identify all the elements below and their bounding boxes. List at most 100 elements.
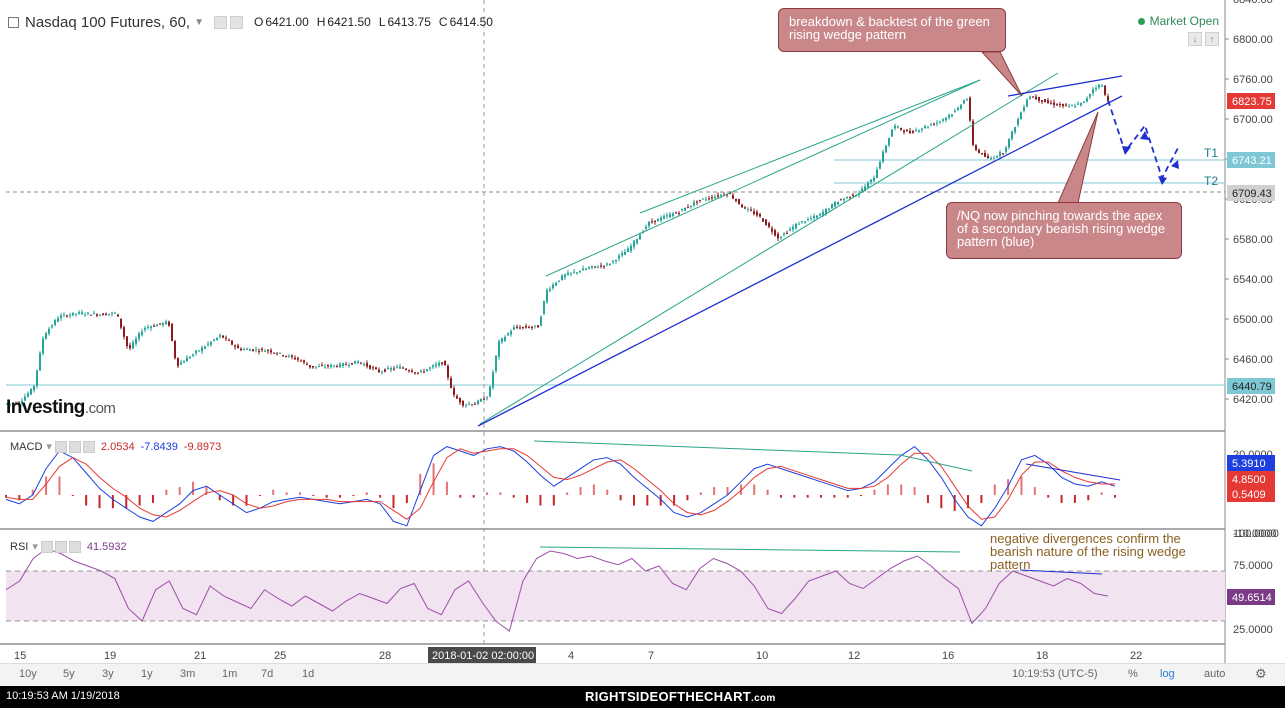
rsi-chevron-icon[interactable]: ▾ <box>32 541 38 553</box>
range-10y[interactable]: 10y <box>19 668 37 680</box>
macd-chevron-icon[interactable]: ▾ <box>46 441 52 453</box>
candle-body <box>609 263 611 265</box>
candle-body <box>909 130 911 133</box>
macd-histogram-bar <box>1087 495 1090 501</box>
candle-body <box>936 122 938 124</box>
range-7d[interactable]: 7d <box>261 668 274 680</box>
macd-histogram-bar <box>245 495 248 506</box>
macd-histogram-bar <box>138 495 141 506</box>
arrow-down-icon[interactable]: ↓ <box>1188 32 1202 46</box>
market-status-label: Market Open <box>1149 14 1219 28</box>
candle-body <box>84 314 86 316</box>
macd-histogram-bar <box>31 489 34 495</box>
candle-body <box>423 371 425 373</box>
candle-body <box>450 378 452 388</box>
range-3m[interactable]: 3m <box>180 668 196 680</box>
candle-body <box>123 327 125 337</box>
gear-icon[interactable]: ⚙ <box>1255 666 1267 681</box>
candle-body <box>1083 101 1085 103</box>
macd-histogram-bar <box>472 495 475 498</box>
candle-body <box>162 322 164 325</box>
hide-icon[interactable] <box>230 15 244 29</box>
candle-body <box>639 234 641 240</box>
percent-toggle[interactable]: % <box>1128 668 1138 680</box>
candle-body <box>552 284 554 289</box>
rsi-hide-icon[interactable] <box>54 540 67 553</box>
macd-name[interactable]: MACD <box>10 440 43 453</box>
candle-body <box>417 372 419 374</box>
chart-background <box>0 0 1285 663</box>
candle-body <box>18 402 20 404</box>
candle-body <box>738 199 740 205</box>
close-label: C <box>438 15 448 29</box>
range-1d[interactable]: 1d <box>302 668 315 680</box>
settings-icon[interactable] <box>214 15 228 29</box>
macd-histogram-bar <box>619 495 622 501</box>
candle-body <box>1026 99 1028 107</box>
bottom-toolbar: 10y 5y 3y 1y 3m 1m 7d 1d 10:19:53 (UTC-5… <box>0 663 1285 686</box>
candle-body <box>9 403 11 405</box>
macd-value-3: -9.8973 <box>183 440 222 453</box>
auto-toggle[interactable]: auto <box>1204 668 1226 680</box>
open-value: 6421.00 <box>265 15 309 29</box>
macd-histogram-bar <box>579 487 582 495</box>
candle-body <box>1029 96 1031 99</box>
candle-body <box>456 396 458 399</box>
macd-histogram-bar <box>806 495 809 498</box>
footer-brand-suffix: .com <box>751 693 776 704</box>
range-3y[interactable]: 3y <box>102 668 114 680</box>
macd-histogram-bar <box>419 473 422 495</box>
macd-histogram-bar <box>459 495 462 498</box>
rsi-name[interactable]: RSI <box>10 540 29 553</box>
low-label: L <box>378 15 386 29</box>
price-tick-label: 6420.00 <box>1233 394 1273 406</box>
macd-settings-icon[interactable] <box>54 440 67 453</box>
candle-body <box>198 350 200 352</box>
macd-histogram-bar <box>1114 495 1116 498</box>
candle-body <box>615 260 617 262</box>
candle-body <box>732 195 734 199</box>
rsi-divergence-line <box>539 546 961 553</box>
log-toggle[interactable]: log <box>1160 668 1175 680</box>
candle-body <box>891 129 893 137</box>
candle-body <box>195 350 197 354</box>
macd-histogram-bar <box>205 487 208 495</box>
candle-body <box>678 212 680 214</box>
x-tick-label: 15 <box>14 650 26 662</box>
candle-body <box>225 337 227 339</box>
candle-body <box>531 327 533 329</box>
t1-price-badge: 6743.21 <box>1232 155 1272 167</box>
candle-body <box>1101 85 1103 87</box>
range-1y[interactable]: 1y <box>141 668 153 680</box>
arrow-up-icon[interactable]: ↑ <box>1205 32 1219 46</box>
candle-body <box>975 145 977 151</box>
candle-body <box>945 117 947 121</box>
candle-body <box>1104 85 1106 95</box>
range-1m[interactable]: 1m <box>222 668 238 680</box>
rsi-settings-icon[interactable] <box>40 540 53 553</box>
candle-body <box>903 130 905 133</box>
projection-arrowhead <box>1122 146 1131 155</box>
candle-body <box>816 215 818 219</box>
symbol-title[interactable]: Nasdaq 100 Futures, 60, <box>25 13 191 31</box>
candle-body <box>837 201 839 205</box>
chevron-down-icon[interactable]: ▼ <box>194 16 205 28</box>
collapse-icon[interactable] <box>8 16 19 28</box>
candle-body <box>1023 107 1025 111</box>
range-5y[interactable]: 5y <box>63 668 75 680</box>
rsi-close-icon[interactable] <box>68 540 81 553</box>
candle-body <box>405 368 407 370</box>
candle-body <box>693 202 695 206</box>
candle-body <box>261 348 263 350</box>
candle-body <box>489 386 491 397</box>
macd-hide-icon[interactable] <box>68 440 81 453</box>
macd-close-icon[interactable] <box>82 440 95 453</box>
candle-body <box>264 350 266 352</box>
candle-body <box>432 365 434 368</box>
clock-readout: 10:19:53 (UTC-5) <box>1012 668 1098 680</box>
candle-body <box>366 363 368 367</box>
candle-body <box>495 355 497 371</box>
macd-histogram-bar <box>526 495 529 503</box>
candle-body <box>684 207 686 211</box>
candle-body <box>327 365 329 367</box>
